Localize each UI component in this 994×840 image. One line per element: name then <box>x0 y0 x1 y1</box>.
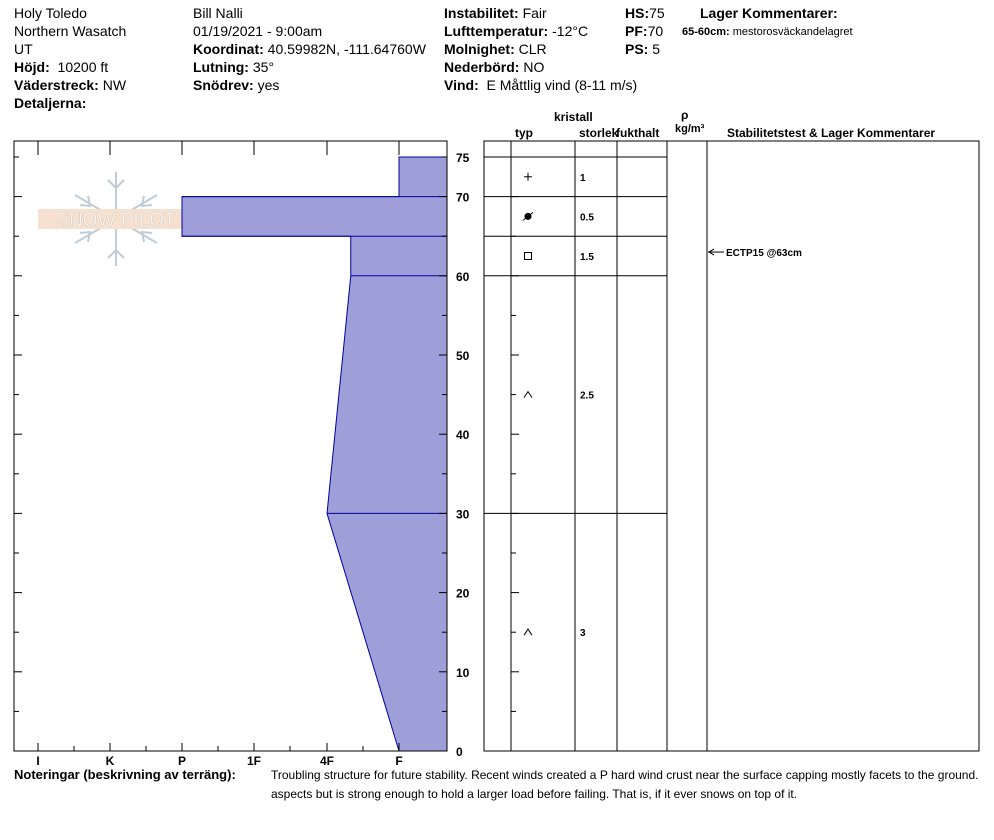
rho-header: ρ <box>681 108 689 122</box>
elevation-row: Höjd: 10200 ft <box>14 58 108 76</box>
depth-hoar-icon <box>523 628 533 636</box>
coordinate-value: 40.59982N, -111.64760W <box>267 41 426 57</box>
precip-row: Nederbörd: NO <box>444 58 544 76</box>
test-arrow-head <box>708 248 715 256</box>
aspect-value: NW <box>102 77 127 93</box>
ps-row: PS: 5 <box>625 40 660 58</box>
layer-comments-title: Lager Kommentarer: <box>700 5 838 21</box>
logo-band <box>38 209 194 229</box>
hardness-plot: 0 10 20 30 40 50 60 70 75 I K P 1F 4F F <box>13 140 470 768</box>
location-range: Northern Wasatch <box>14 23 127 39</box>
drift-label: Snödrev: <box>193 77 254 93</box>
observer-name: Bill Nalli <box>193 5 243 21</box>
type-header: typ <box>515 126 533 140</box>
grain-size-label: 1 <box>580 173 586 184</box>
plot-frame <box>13 140 448 752</box>
grain-size-label: 1.5 <box>580 252 594 263</box>
slope-value: 35° <box>252 59 275 75</box>
hardness-tick-label: K <box>106 754 115 768</box>
aspect-row: Väderstreck: NW <box>14 76 126 94</box>
sky-label: Molnighet: <box>444 41 515 57</box>
y-tick-label: 50 <box>456 349 470 363</box>
y-tick-label: 20 <box>456 587 470 601</box>
wind-row: Vind: E Måttlig vind (8-11 m/s) <box>444 76 637 94</box>
layer-table: 1 0.5 1.5 2.5 3 ECTP15 @63cm <box>483 140 980 752</box>
coordinate-label: Koordinat: <box>193 41 264 57</box>
hardness-tick-label: 1F <box>247 754 261 768</box>
hardness-profile-area <box>181 156 448 752</box>
drift-value: yes <box>257 77 280 93</box>
slope-label: Lutning: <box>193 59 249 75</box>
snowpilot-logo: SNOW PILOT <box>38 172 194 266</box>
y-tick-label: 70 <box>456 191 470 205</box>
y-tick-label: 75 <box>456 151 470 165</box>
hs-label: HS: <box>625 5 650 21</box>
y-tick-label: 30 <box>456 507 470 521</box>
grain-size-label: 2.5 <box>580 391 594 402</box>
precip-label: Nederbörd: <box>444 59 520 75</box>
location-state: UT <box>14 41 33 57</box>
ps-label: PS: <box>625 41 649 57</box>
aspect-label: Väderstreck: <box>14 77 99 93</box>
hardness-tick-label: 4F <box>320 754 334 768</box>
airtemp-value: -12°C <box>552 23 589 39</box>
coordinate-row: Koordinat: 40.59982N, -111.64760W <box>193 40 426 58</box>
size-header: storlek <box>579 126 619 140</box>
faceted-crystal-icon <box>524 252 532 260</box>
details-label: Detaljerna: <box>14 95 87 111</box>
drift-row: Snödrev: yes <box>193 76 279 94</box>
hardness-tick-label: I <box>36 754 39 768</box>
observation-datetime: 01/19/2021 - 9:00am <box>193 23 323 39</box>
layer-comment-row: 65-60cm: mestorosväckandelagret <box>682 23 853 41</box>
pf-row: PF:70 <box>625 22 663 40</box>
wind-label: Vind: <box>444 77 479 93</box>
layer-comment-text: mestorosväckandelagret <box>732 26 853 38</box>
melt-freeze-crust-icon <box>522 212 534 221</box>
precip-value: NO <box>523 59 545 75</box>
hs-row: HS:75 <box>625 4 665 22</box>
sky-row: Molnighet: CLR <box>444 40 547 58</box>
hs-value: 75 <box>649 5 665 21</box>
airtemp-row: Lufttemperatur: -12°C <box>444 22 588 40</box>
stability-row: Instabilitet: Fair <box>444 4 547 22</box>
ps-value: 5 <box>652 41 661 57</box>
pf-label: PF: <box>625 23 648 39</box>
y-tick-label: 40 <box>456 428 470 442</box>
hardness-tick-label: P <box>178 754 186 768</box>
logo-text: SNOW PILOT <box>56 210 176 231</box>
grain-size-label: 0.5 <box>580 212 594 223</box>
grain-size-label: 3 <box>580 628 586 639</box>
pf-value: 70 <box>647 23 664 39</box>
layer-comment-depth: 65-60cm: <box>682 26 730 38</box>
airtemp-label: Lufttemperatur: <box>444 23 549 39</box>
sky-value: CLR <box>518 41 547 57</box>
stability-header: Stabilitetstest & Lager Kommentarer <box>727 126 936 140</box>
elevation-value: 10200 ft <box>57 59 109 75</box>
notes-line-1: Troubling structure for future stability… <box>271 768 979 782</box>
y-tick-label: 10 <box>456 666 470 680</box>
notes-label: Noteringar (beskrivning av terräng): <box>14 767 236 782</box>
stability-test-label: ECTP15 @63cm <box>726 248 802 259</box>
stability-value: Fair <box>522 5 547 21</box>
y-tick-label: 0 <box>456 745 463 759</box>
table-frame <box>483 140 980 752</box>
moisture-header: fukthalt <box>616 126 660 140</box>
stability-label: Instabilitet: <box>444 5 519 21</box>
notes-line-2: aspects but is strong enough to hold a l… <box>271 787 798 801</box>
density-unit-header: kg/m³ <box>675 123 705 135</box>
elevation-label: Höjd: <box>14 59 50 75</box>
crystal-header: kristall <box>554 110 593 124</box>
slope-row: Lutning: 35° <box>193 58 274 76</box>
wind-value: E Måttlig vind (8-11 m/s) <box>486 77 638 93</box>
location-name: Holy Toledo <box>14 5 87 21</box>
depth-hoar-icon <box>523 390 533 398</box>
y-tick-label: 60 <box>456 270 470 284</box>
hardness-tick-label: F <box>395 754 402 768</box>
